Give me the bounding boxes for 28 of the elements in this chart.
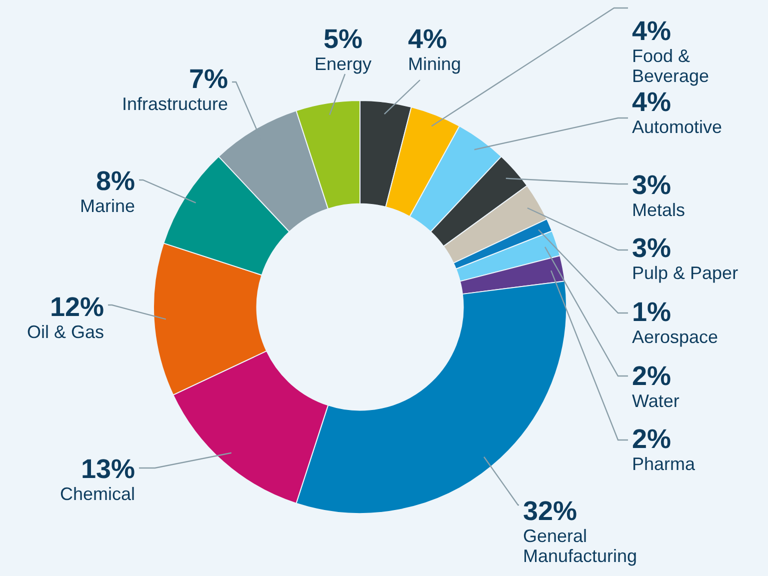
slice-label: Marine — [80, 196, 135, 216]
data-label: 8% — [96, 166, 135, 196]
slice-label: Automotive — [632, 117, 722, 137]
slice-label: Water — [632, 391, 680, 411]
data-label: 4% — [632, 16, 672, 46]
data-label: 32% — [523, 496, 578, 526]
data-label: 4% — [632, 87, 672, 117]
slice-label: Pulp & Paper — [632, 263, 738, 283]
data-label: 4% — [408, 24, 448, 54]
slice-label: Oil & Gas — [26, 322, 104, 342]
slice-label: General Manufacturing — [523, 526, 638, 566]
data-label: 12% — [50, 292, 104, 322]
data-label: 5% — [323, 24, 363, 54]
data-label: 2% — [632, 361, 672, 391]
slice-label: Metals — [632, 200, 686, 220]
data-label: 13% — [80, 454, 135, 484]
slice-label: Infrastructure — [122, 94, 228, 114]
slice-label: Pharma — [632, 454, 696, 474]
slice-label: Energy — [314, 54, 372, 74]
data-label: 2% — [632, 424, 672, 454]
slice-label: Chemical — [60, 484, 135, 504]
data-label: 7% — [188, 64, 228, 94]
data-label: 1% — [632, 297, 672, 327]
slice-label: Aerospace — [632, 327, 718, 347]
data-label: 3% — [632, 233, 672, 263]
slice-label: Mining — [408, 54, 462, 74]
data-label: 3% — [632, 170, 672, 200]
slice-label: Food & Beverage — [632, 46, 710, 86]
